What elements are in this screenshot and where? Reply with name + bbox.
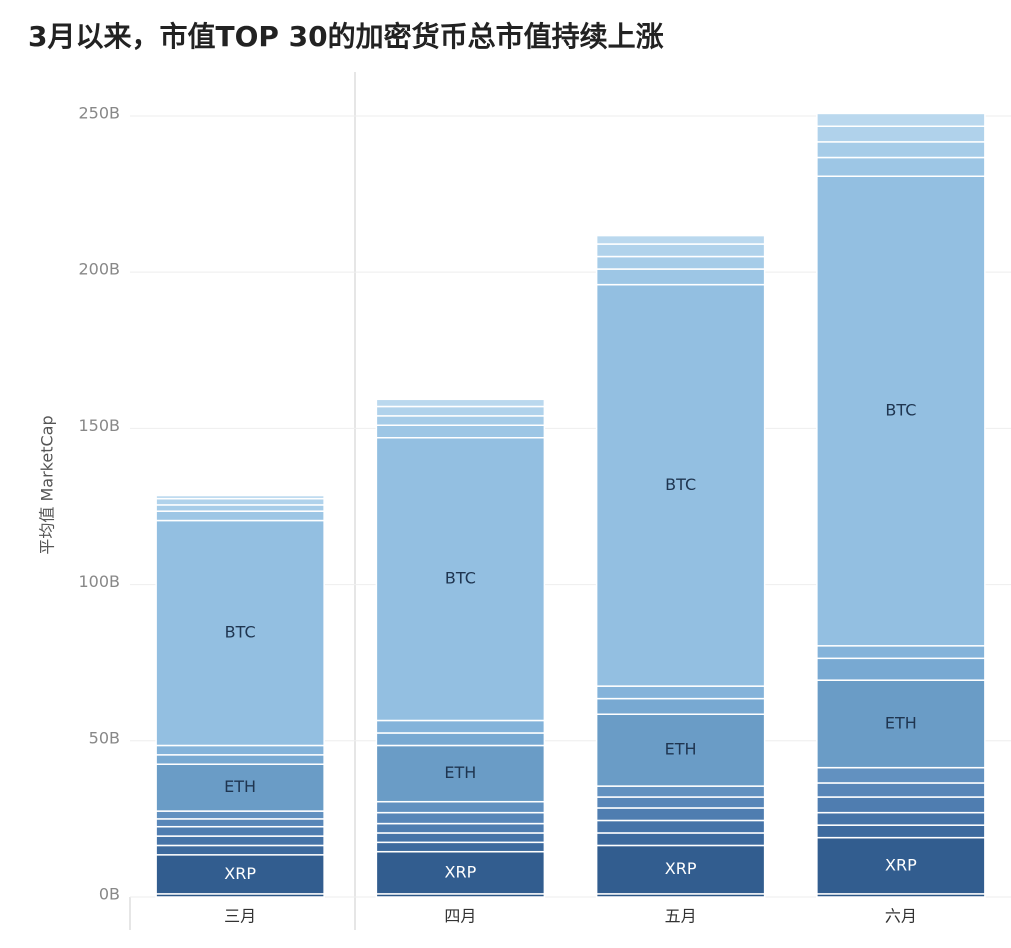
bar-segment <box>595 255 766 270</box>
bar-segment <box>595 785 766 798</box>
segment-label: BTC <box>445 569 476 588</box>
bar-segment <box>816 824 986 839</box>
x-tick-label: 四月 <box>444 907 476 926</box>
bar-segment <box>375 405 546 417</box>
y-tick-label: 0B <box>99 885 120 904</box>
bar-segment <box>816 766 986 784</box>
segment-label: BTC <box>225 623 256 642</box>
bar-segment <box>375 436 546 722</box>
bar-segment <box>816 679 986 769</box>
bar-segment <box>595 685 766 700</box>
bar-segment <box>816 657 986 681</box>
x-tick-label: 六月 <box>885 907 917 926</box>
segment-label: XRP <box>665 859 697 878</box>
segment-label: ETH <box>444 763 476 782</box>
bar-segment <box>155 519 325 747</box>
segment-label: ETH <box>665 740 697 759</box>
bar-segment <box>375 415 546 426</box>
bar-segment <box>155 494 325 500</box>
bar-segment <box>375 398 546 408</box>
chart-title: 3月以来，市值TOP 30的加密货币总市值持续上涨 <box>28 20 664 53</box>
bar-segment <box>595 283 766 687</box>
segment-label: ETH <box>224 777 256 796</box>
bar-segment <box>375 424 546 439</box>
bar-segment <box>595 234 766 245</box>
y-tick-label: 100B <box>78 572 120 591</box>
bar-segment <box>155 510 325 522</box>
y-axis-label: 平均值 MarketCap <box>38 415 57 554</box>
bar-segment <box>595 807 766 822</box>
bar-segment <box>816 811 986 826</box>
bar-segment <box>155 763 325 812</box>
bar-segment <box>595 796 766 809</box>
bar-segment <box>375 822 546 834</box>
bar-segment <box>155 825 325 837</box>
bar-segment <box>595 268 766 286</box>
bar-segment <box>595 832 766 847</box>
bar-segment <box>155 497 325 506</box>
bar-segment <box>816 782 986 798</box>
bar-segment <box>375 841 546 853</box>
bar-segment <box>155 504 325 512</box>
bar-segment <box>816 125 986 143</box>
bar-segment <box>816 156 986 177</box>
bar-segment <box>155 810 325 820</box>
y-tick-label: 200B <box>78 260 120 279</box>
y-tick-label: 250B <box>78 103 120 122</box>
bar-segment <box>155 844 325 856</box>
bar-segment <box>375 850 546 895</box>
bar-segment <box>816 141 986 159</box>
segment-label: ETH <box>885 713 917 732</box>
bar-segment <box>595 697 766 715</box>
bar-segment <box>375 800 546 814</box>
segment-label: BTC <box>665 475 696 494</box>
bar-segment <box>155 744 325 756</box>
bar-segment <box>375 811 546 825</box>
bar-segment <box>595 844 766 895</box>
bar-segment <box>375 719 546 734</box>
bar-segment <box>375 732 546 747</box>
x-tick-label: 三月 <box>224 907 256 926</box>
bar-segment <box>375 832 546 844</box>
x-tick-label: 五月 <box>665 907 697 926</box>
bar-segment <box>816 836 986 895</box>
bar-segment <box>155 835 325 847</box>
y-tick-label: 50B <box>89 728 120 747</box>
bar-segment <box>816 175 986 647</box>
segment-label: XRP <box>224 864 256 883</box>
bar-segment <box>595 713 766 787</box>
segment-label: XRP <box>445 862 477 881</box>
bar-segment <box>816 112 986 128</box>
bar-segment <box>155 754 325 765</box>
y-tick-label: 150B <box>78 416 120 435</box>
bar-segment <box>595 819 766 834</box>
bar-segment <box>155 818 325 828</box>
bar-segment <box>816 645 986 660</box>
bar-segment <box>595 243 766 258</box>
segment-label: BTC <box>885 401 916 420</box>
bar-segment <box>816 796 986 814</box>
bar-segment <box>375 744 546 803</box>
segment-label: XRP <box>885 855 917 874</box>
